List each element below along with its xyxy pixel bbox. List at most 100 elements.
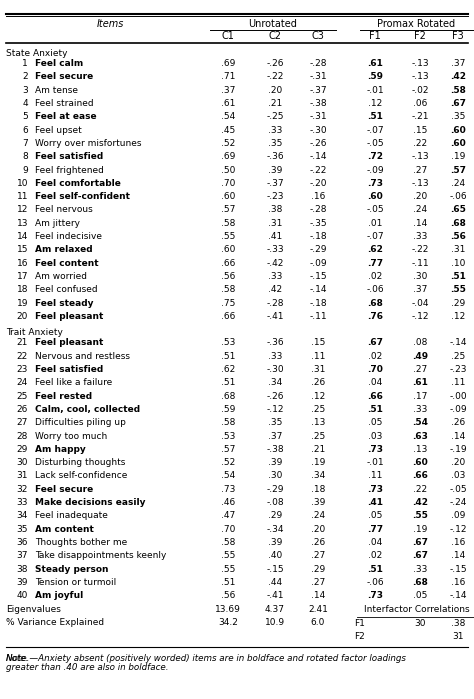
Text: -.28: -.28 (266, 298, 284, 308)
Text: .70: .70 (221, 179, 235, 188)
Text: -.05: -.05 (449, 484, 467, 493)
Text: .55: .55 (221, 232, 235, 241)
Text: .58: .58 (221, 219, 235, 228)
Text: -.04: -.04 (411, 298, 429, 308)
Text: 29: 29 (17, 445, 28, 454)
Text: .57: .57 (221, 206, 235, 215)
Text: .56: .56 (221, 591, 235, 600)
Text: Feel pleasant: Feel pleasant (35, 338, 103, 347)
Text: .62: .62 (367, 245, 383, 254)
Text: .31: .31 (451, 245, 465, 254)
Text: .33: .33 (268, 352, 282, 361)
Text: -.36: -.36 (266, 338, 284, 347)
Text: .57: .57 (450, 166, 466, 175)
Text: 24: 24 (17, 378, 28, 387)
Text: -.31: -.31 (309, 113, 327, 122)
Text: .08: .08 (413, 338, 427, 347)
Text: .49: .49 (412, 352, 428, 361)
Text: .66: .66 (221, 312, 235, 321)
Text: .14: .14 (451, 552, 465, 560)
Text: 19: 19 (17, 298, 28, 308)
Text: .13: .13 (311, 418, 325, 427)
Text: 2: 2 (22, 73, 28, 81)
Text: .55: .55 (412, 512, 428, 520)
Text: .25: .25 (311, 431, 325, 440)
Text: 34.2: 34.2 (218, 619, 238, 628)
Text: -.01: -.01 (366, 458, 384, 467)
Text: -.41: -.41 (266, 312, 284, 321)
Text: 8: 8 (22, 152, 28, 161)
Text: -.28: -.28 (309, 206, 327, 215)
Text: .14: .14 (413, 219, 427, 228)
Text: 39: 39 (17, 578, 28, 587)
Text: 25: 25 (17, 391, 28, 401)
Text: .12: .12 (311, 391, 325, 401)
Text: Worry over misfortunes: Worry over misfortunes (35, 139, 142, 148)
Text: .39: .39 (268, 538, 282, 547)
Text: 36: 36 (17, 538, 28, 547)
Text: .38: .38 (268, 206, 282, 215)
Text: -.29: -.29 (309, 245, 327, 254)
Text: Nervous and restless: Nervous and restless (35, 352, 130, 361)
Text: 40: 40 (17, 591, 28, 600)
Text: .60: .60 (450, 126, 466, 135)
Text: -.15: -.15 (266, 565, 284, 573)
Text: Lack self-confidence: Lack self-confidence (35, 471, 128, 480)
Text: Am joyful: Am joyful (35, 591, 83, 600)
Text: Am happy: Am happy (35, 445, 86, 454)
Text: C3: C3 (311, 31, 324, 41)
Text: .02: .02 (368, 552, 382, 560)
Text: 23: 23 (17, 365, 28, 374)
Text: 37: 37 (17, 552, 28, 560)
Text: .13: .13 (413, 445, 427, 454)
Text: -.30: -.30 (266, 365, 284, 374)
Text: .18: .18 (311, 484, 325, 493)
Text: -.13: -.13 (411, 59, 429, 68)
Text: .37: .37 (451, 59, 465, 68)
Text: -.21: -.21 (411, 113, 429, 122)
Text: .55: .55 (221, 552, 235, 560)
Text: -.20: -.20 (309, 179, 327, 188)
Text: .58: .58 (221, 418, 235, 427)
Text: .58: .58 (221, 285, 235, 294)
Text: -.07: -.07 (366, 232, 384, 241)
Text: 13.69: 13.69 (215, 605, 241, 614)
Text: .35: .35 (451, 113, 465, 122)
Text: -.37: -.37 (309, 86, 327, 95)
Text: 31: 31 (452, 633, 464, 642)
Text: .03: .03 (368, 431, 382, 440)
Text: .03: .03 (451, 471, 465, 480)
Text: 9: 9 (22, 166, 28, 175)
Text: .52: .52 (221, 458, 235, 467)
Text: .69: .69 (221, 152, 235, 161)
Text: Take disappointments keenly: Take disappointments keenly (35, 552, 166, 560)
Text: .44: .44 (268, 578, 282, 587)
Text: .25: .25 (451, 352, 465, 361)
Text: Feel like a failure: Feel like a failure (35, 378, 112, 387)
Text: Feel self-confident: Feel self-confident (35, 192, 130, 201)
Text: Feel secure: Feel secure (35, 484, 93, 493)
Text: 4.37: 4.37 (265, 605, 285, 614)
Text: -.13: -.13 (411, 179, 429, 188)
Text: .53: .53 (221, 338, 235, 347)
Text: -.12: -.12 (266, 405, 284, 414)
Text: Feel satisfied: Feel satisfied (35, 365, 103, 374)
Text: .21: .21 (268, 99, 282, 108)
Text: .27: .27 (413, 365, 427, 374)
Text: 30: 30 (17, 458, 28, 467)
Text: .37: .37 (268, 431, 282, 440)
Text: .42: .42 (450, 73, 466, 81)
Text: -.02: -.02 (411, 86, 429, 95)
Text: Feel steady: Feel steady (35, 298, 93, 308)
Text: 27: 27 (17, 418, 28, 427)
Text: .31: .31 (311, 365, 325, 374)
Text: 6.0: 6.0 (311, 619, 325, 628)
Text: 6: 6 (22, 126, 28, 135)
Text: .70: .70 (221, 525, 235, 533)
Text: .68: .68 (412, 578, 428, 587)
Text: 13: 13 (17, 219, 28, 228)
Text: Steady person: Steady person (35, 565, 109, 573)
Text: F1: F1 (369, 31, 381, 41)
Text: -.12: -.12 (449, 525, 467, 533)
Text: -.13: -.13 (411, 73, 429, 81)
